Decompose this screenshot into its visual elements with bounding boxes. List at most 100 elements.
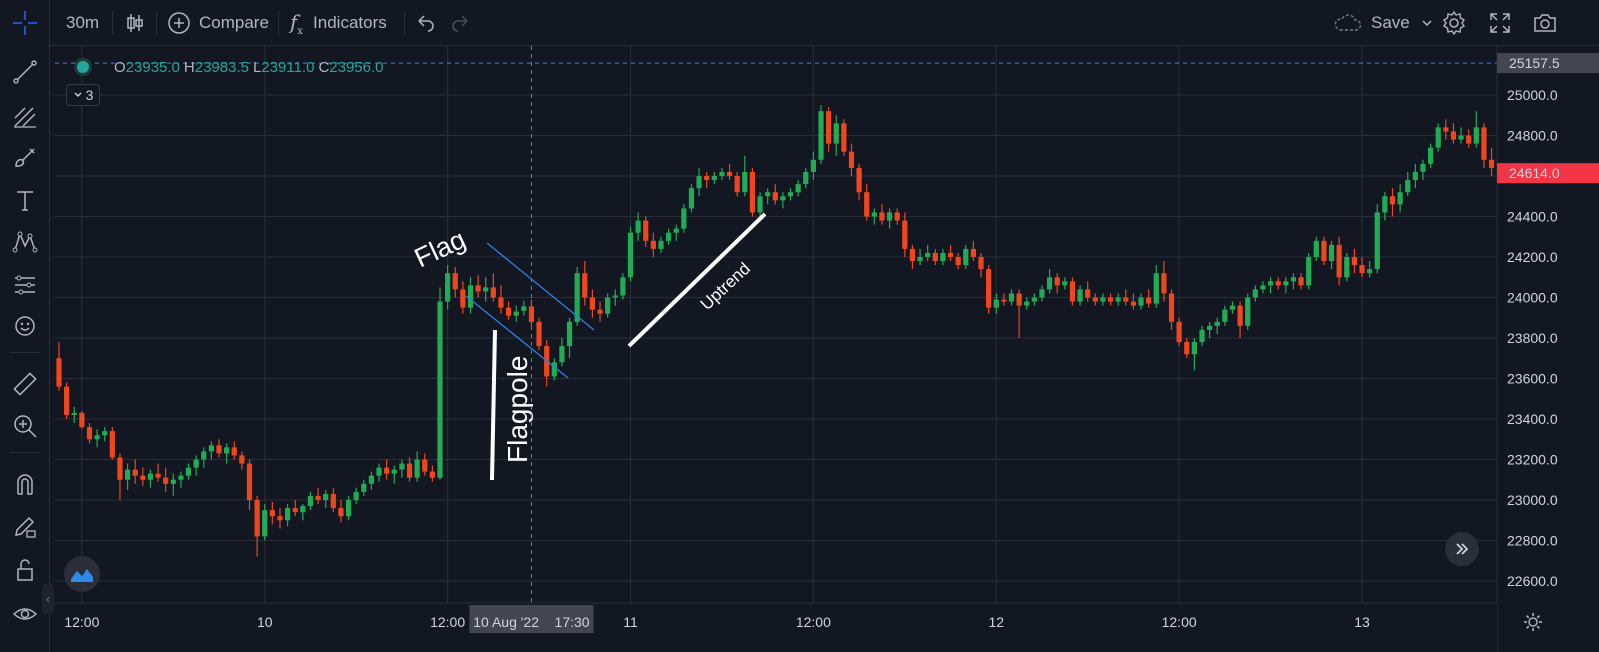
candle-body	[1420, 163, 1426, 172]
candle-body	[1290, 277, 1297, 282]
candle-body	[932, 252, 938, 262]
time-tick-label: 13	[1354, 614, 1370, 630]
candle-body	[673, 228, 679, 233]
save-button[interactable]: Save	[1333, 0, 1434, 46]
candle-body	[1123, 297, 1129, 302]
candle-body	[970, 248, 976, 257]
candle-body	[650, 240, 656, 249]
chevron-down-icon	[1422, 20, 1432, 27]
candle-body	[841, 123, 847, 152]
candle-body	[1176, 321, 1182, 343]
candle-body	[902, 220, 908, 249]
candle-body	[1237, 305, 1243, 326]
time-axis	[55, 603, 1497, 652]
measure-tool[interactable]	[0, 364, 50, 404]
price-tick-label: 24000.0	[1507, 290, 1558, 306]
fib-tool[interactable]	[0, 96, 50, 136]
tradingview-logo[interactable]	[64, 556, 100, 592]
chart-type-button[interactable]	[124, 0, 146, 46]
chart-axes: 25000.0 24800.0 24600.0 24400.0 24200.0 24000…	[55, 46, 1599, 652]
compare-button[interactable]: Compare	[167, 0, 269, 46]
prediction-tool[interactable]	[0, 264, 50, 304]
candle-body	[498, 297, 504, 308]
indicators-button[interactable]: fx Indicators	[290, 0, 387, 46]
candle-body	[1428, 147, 1434, 164]
collapse-toolbar-button[interactable]: ‹	[42, 584, 54, 614]
candle-body	[1062, 281, 1068, 286]
candle-body	[612, 295, 618, 298]
brush-tool[interactable]	[0, 138, 50, 178]
trend-line-tool[interactable]	[0, 52, 50, 92]
drawing-toolbar	[0, 0, 50, 652]
ohlc-legend: O 23935.0 H 23983.5 L 23911.0 C 23956.0	[74, 54, 388, 80]
undo-button[interactable]	[416, 0, 436, 46]
candle-body	[406, 463, 413, 478]
candle-body	[147, 473, 154, 480]
candle-body	[963, 248, 969, 266]
candle-body	[1161, 273, 1167, 294]
flagpole-line	[490, 329, 497, 481]
drawing-annotations: Flag Flagpole Uptrend	[410, 212, 767, 481]
candle-body	[765, 192, 771, 197]
scroll-to-realtime-button[interactable]	[1445, 532, 1479, 566]
candle-body	[1107, 297, 1114, 302]
candle-body	[1199, 329, 1205, 343]
candle-body	[734, 176, 740, 193]
fullscreen-button[interactable]	[1488, 0, 1512, 46]
candle-body	[124, 469, 131, 480]
candle-body	[315, 495, 321, 500]
candle-body	[566, 321, 573, 347]
interval-button[interactable]: 30m	[66, 0, 99, 46]
candle-body	[1344, 257, 1350, 278]
study-count: 3	[85, 87, 94, 103]
candle-body	[696, 176, 702, 189]
candle-body	[1336, 244, 1342, 278]
candle-body	[589, 297, 595, 310]
candle-body	[1054, 277, 1060, 286]
candle-body	[536, 321, 542, 347]
low-value: 23911.0	[261, 58, 315, 76]
low-label: L	[252, 58, 262, 76]
candle-body	[368, 475, 375, 484]
candle-body	[780, 196, 786, 201]
icon-tool[interactable]	[0, 306, 50, 346]
candle-body	[155, 473, 161, 478]
time-tick-label: 12	[988, 614, 1004, 630]
visibility-dot[interactable]	[74, 58, 92, 76]
gear-icon	[1443, 10, 1465, 36]
save-label: Save	[1371, 13, 1410, 32]
text-tool[interactable]	[0, 180, 50, 220]
price-tick-label: 23400.0	[1507, 411, 1558, 427]
flag-channel-upper	[486, 242, 595, 331]
candle-body	[71, 412, 77, 415]
zoom-tool[interactable]	[0, 406, 50, 446]
brush-icon	[15, 148, 35, 167]
candle-body	[452, 273, 458, 290]
lock-tool[interactable]	[0, 550, 50, 590]
crosshair-tool[interactable]	[0, 3, 50, 43]
redo-button[interactable]	[450, 0, 470, 46]
candle-body	[574, 273, 580, 322]
candle-body	[285, 508, 291, 521]
candle-body	[1077, 289, 1083, 302]
magnet-tool[interactable]	[0, 464, 50, 504]
candle-body	[445, 273, 451, 302]
candle-body	[117, 457, 123, 480]
high-value: 23983.5	[194, 58, 249, 76]
candle-body	[475, 285, 481, 292]
settings-button[interactable]	[1441, 0, 1467, 46]
stay-drawing-tool[interactable]	[0, 506, 50, 546]
screenshot-button[interactable]	[1532, 0, 1558, 46]
candle-body	[239, 455, 245, 464]
crosshair	[55, 46, 1497, 603]
hide-drawings-tool[interactable]	[0, 594, 50, 634]
pattern-tool[interactable]	[0, 222, 50, 262]
candle-body	[879, 212, 885, 221]
smiley-icon	[15, 316, 35, 336]
candle-body	[505, 307, 512, 316]
candle-body	[178, 475, 184, 480]
studies-collapse-button[interactable]: 3	[66, 84, 100, 106]
candle-body	[757, 196, 763, 213]
pencil-lock-icon	[15, 516, 36, 538]
